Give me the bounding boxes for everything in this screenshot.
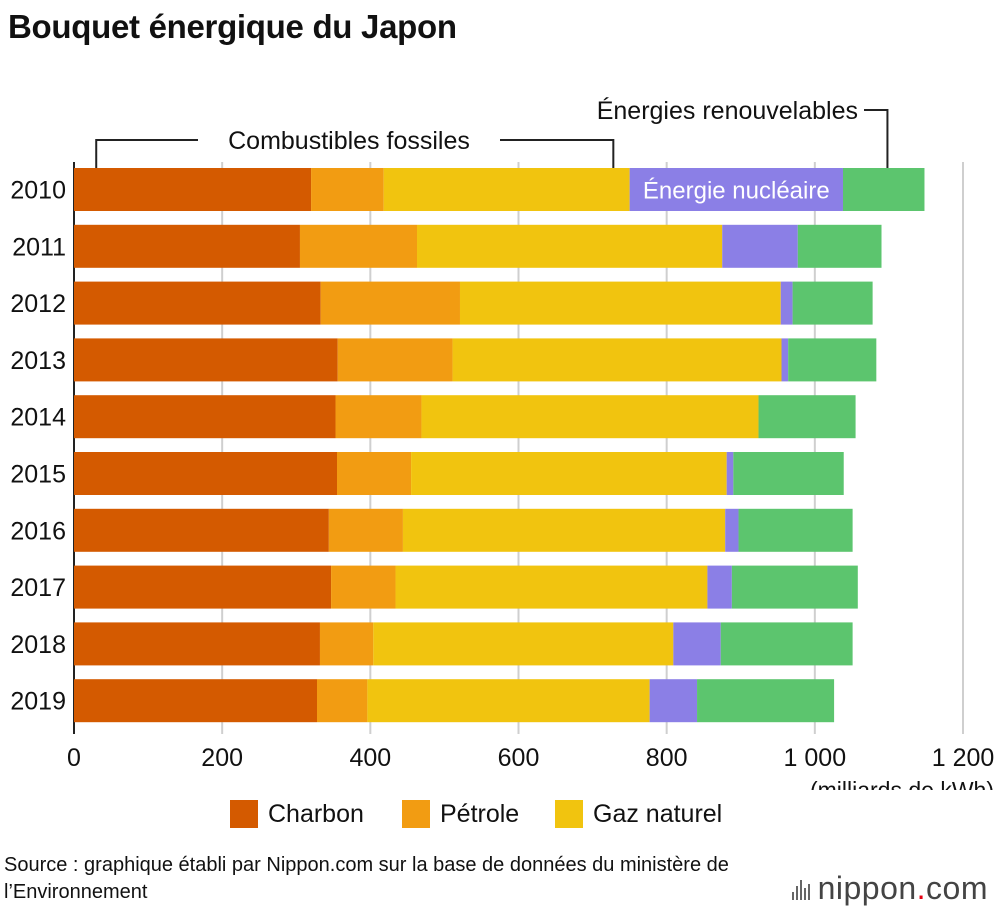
bar-energie-nucleaire-2012	[780, 281, 793, 325]
annotation-nucleaire: Énergie nucléaire	[643, 178, 830, 205]
bar-charbon-2016	[74, 508, 329, 552]
fossil-bracket	[95, 139, 615, 168]
x-tick-label: 1 000	[784, 744, 847, 772]
bar-petrole-2013	[337, 338, 453, 382]
bar-energie-nucleaire-2013	[781, 338, 789, 382]
y-tick-label-2015: 2015	[10, 461, 66, 489]
nippon-logo: nippon. com	[791, 870, 988, 907]
bar-petrole-2019	[316, 679, 368, 723]
bar-gaz-naturel-2014	[421, 395, 759, 439]
legend-swatch-petrole	[402, 800, 430, 828]
bar-energies-renouvelables-2019	[697, 679, 835, 723]
bar-gaz-naturel-2010	[383, 168, 630, 211]
bar-charbon-2013	[74, 338, 338, 382]
bar-petrole-2015	[336, 452, 412, 495]
bar-energies-renouvelables-2013	[788, 338, 877, 382]
legend-swatch-charbon	[230, 800, 258, 828]
bar-energie-nucleaire-2010	[629, 168, 843, 211]
legend-label-gaz-naturel: Gaz naturel	[593, 799, 723, 828]
y-tick-label-2014: 2014	[10, 404, 66, 432]
logo-bars-icon	[791, 878, 810, 900]
y-tick-label-2016: 2016	[10, 517, 66, 545]
bar-energies-renouvelables-2014	[758, 395, 856, 439]
bar-charbon-2010	[74, 168, 312, 211]
y-tick-label-2012: 2012	[10, 290, 66, 318]
y-tick-label-2017: 2017	[10, 574, 66, 602]
y-tick-label-2019: 2019	[10, 688, 66, 716]
annotation-fossiles: Combustibles fossiles	[228, 127, 470, 155]
bar-petrole-2018	[319, 622, 374, 666]
bar-energies-renouvelables-2012	[792, 281, 873, 325]
bar-petrole-2011	[299, 224, 418, 268]
source-note: Source : graphique établi par Nippon.com…	[4, 854, 729, 903]
bar-petrole-2014	[335, 395, 422, 439]
legend-item-petrole: Pétrole	[402, 796, 519, 832]
bar-energies-renouvelables-2015	[733, 452, 844, 495]
bar-gaz-naturel-2012	[459, 281, 781, 325]
x-tick-label: 200	[201, 744, 243, 772]
annotation-renouvelables: Énergies renouvelables	[597, 96, 858, 125]
bar-charbon-2017	[74, 565, 332, 609]
bar-charbon-2015	[74, 452, 337, 495]
legend-label-charbon: Charbon	[268, 799, 364, 828]
bar-gaz-naturel-2015	[411, 452, 727, 495]
stacked-bar-chart: 2010 2011 2012 2013 2014 2015 2016 2017 2018 2019…	[10, 96, 994, 790]
bar-gaz-naturel-2017	[395, 565, 708, 609]
chart-title: Bouquet énergique du Japon	[8, 8, 457, 45]
x-tick-label: 800	[646, 744, 688, 772]
bar-energie-nucleaire-2018	[673, 622, 721, 666]
y-tick-label-2013: 2013	[10, 347, 66, 375]
bar-petrole-2016	[328, 508, 403, 552]
bar-charbon-2014	[74, 395, 336, 439]
bars	[74, 168, 925, 723]
bar-energie-nucleaire-2011	[722, 224, 798, 268]
x-tick-label: 1 200	[932, 744, 995, 772]
annotations: Combustibles fossiles Énergies renouvelab…	[95, 96, 889, 205]
bar-gaz-naturel-2011	[417, 224, 723, 268]
y-tick-label-2010: 2010	[10, 177, 66, 205]
bar-energie-nucleaire-2017	[707, 565, 732, 609]
legend-item-gaz-naturel: Gaz naturel	[555, 796, 722, 832]
bar-charbon-2011	[74, 224, 300, 268]
y-tick-labels: 2010 2011 2012 2013 2014 2015 2016 2017 2018 2019	[10, 177, 66, 716]
bar-charbon-2019	[74, 679, 317, 723]
logo-dot: .	[916, 870, 927, 906]
bar-petrole-2010	[311, 168, 384, 211]
bar-energie-nucleaire-2016	[725, 508, 739, 552]
x-tick-labels: 0 200 400 600 800 1 000 1 200 (milliards de kWh…	[67, 744, 994, 790]
renewables-bracket	[864, 109, 889, 168]
bar-charbon-2018	[74, 622, 320, 666]
bar-petrole-2017	[331, 565, 396, 609]
bar-gaz-naturel-2013	[452, 338, 782, 382]
legend-swatch-gaz-naturel	[555, 800, 583, 828]
bar-energie-nucleaire-2015	[726, 452, 734, 495]
bar-gaz-naturel-2019	[367, 679, 650, 723]
x-tick-label: 400	[349, 744, 391, 772]
bar-energies-renouvelables-2017	[731, 565, 858, 609]
bar-charbon-2012	[74, 281, 321, 325]
bar-petrole-2012	[320, 281, 460, 325]
x-axis-unit: (milliards de kWh)	[810, 777, 994, 790]
y-tick-label-2018: 2018	[10, 631, 66, 659]
x-tick-label: 600	[498, 744, 540, 772]
x-tick-label: 0	[67, 744, 81, 772]
y-tick-label-2011: 2011	[12, 233, 66, 261]
bar-energies-renouvelables-2018	[720, 622, 853, 666]
bar-energies-renouvelables-2011	[797, 224, 882, 268]
bar-energie-nucleaire-2019	[649, 679, 698, 723]
logo-text: nippon	[817, 870, 917, 906]
bar-gaz-naturel-2018	[373, 622, 674, 666]
legend: Charbon Pétrole Gaz naturel	[0, 796, 1000, 836]
bar-energies-renouvelables-2010	[842, 168, 925, 211]
logo-suffix: com	[926, 870, 988, 906]
legend-item-charbon: Charbon	[230, 796, 364, 832]
bar-gaz-naturel-2016	[402, 508, 726, 552]
bar-energies-renouvelables-2016	[738, 508, 853, 552]
legend-label-petrole: Pétrole	[440, 799, 520, 828]
